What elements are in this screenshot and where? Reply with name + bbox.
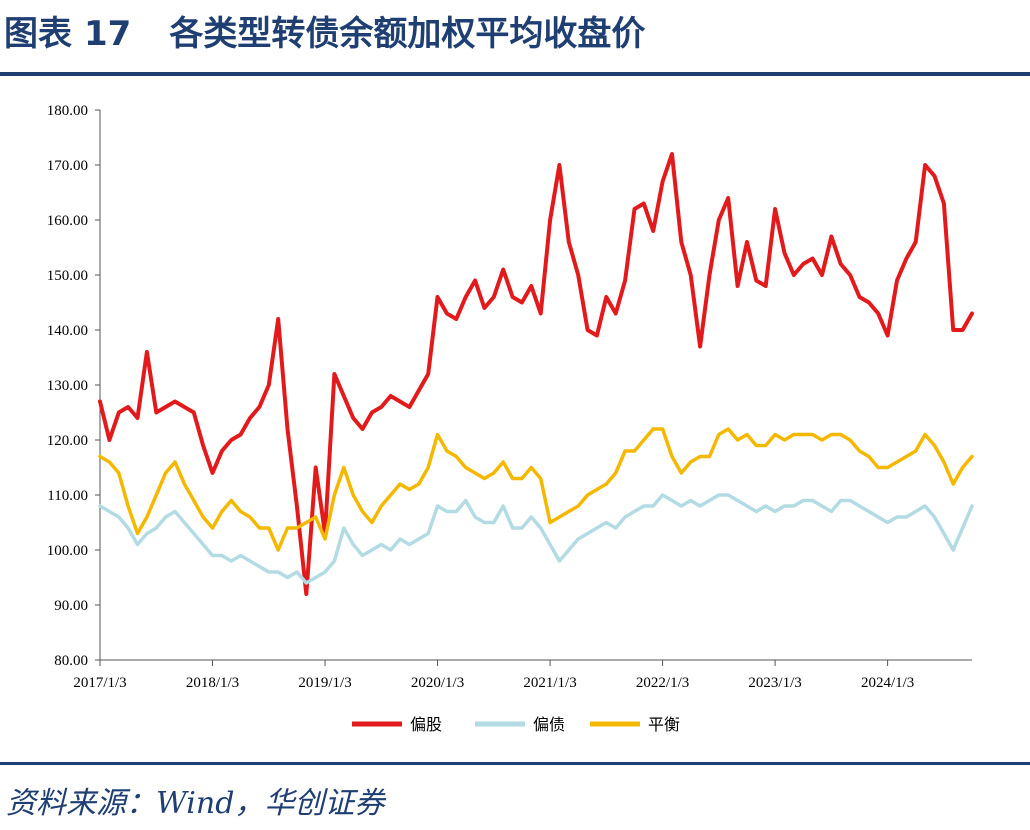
- x-tick-label: 2020/1/3: [411, 675, 464, 691]
- title-rule: [0, 72, 1030, 76]
- source-note: 资料来源：Wind，华创证券: [6, 786, 385, 821]
- y-tick-label: 180.00: [47, 103, 88, 119]
- x-tick-label: 2019/1/3: [298, 675, 351, 691]
- y-tick-label: 170.00: [47, 158, 88, 174]
- figure-title-text: 各类型转债余额加权平均收盘价: [169, 14, 646, 54]
- line-chart: 80.00 90.00 100.00 110.00 120.00 130.00 140.00…: [47, 103, 974, 734]
- y-tick-label: 130.00: [47, 378, 88, 394]
- y-tick-label: 120.00: [47, 433, 88, 449]
- figure-label: 图表: [4, 14, 72, 54]
- x-tick-label: 2021/1/3: [523, 675, 576, 691]
- series-line-3: [98, 427, 974, 552]
- x-tick-label: 2017/1/3: [73, 675, 126, 691]
- legend-label-3: 平衡: [648, 716, 680, 734]
- y-tick-label: 100.00: [47, 543, 88, 559]
- series-line-1: [98, 152, 974, 596]
- series-line-2: [98, 493, 974, 585]
- source-rule: [0, 762, 1030, 765]
- y-tick-label: 90.00: [54, 598, 88, 614]
- x-tick-label: 2018/1/3: [186, 675, 239, 691]
- y-tick-label: 150.00: [47, 268, 88, 284]
- legend-label-2: 偏债: [533, 716, 565, 734]
- y-tick-label: 140.00: [47, 323, 88, 339]
- figure-number: 17: [84, 14, 132, 54]
- legend-label-1: 偏股: [410, 716, 442, 734]
- y-tick-label: 80.00: [54, 653, 88, 669]
- y-tick-label: 160.00: [47, 213, 88, 229]
- x-tick-label: 2022/1/3: [636, 675, 689, 691]
- x-tick-label: 2023/1/3: [748, 675, 801, 691]
- x-tick-label: 2024/1/3: [861, 675, 914, 691]
- figure-title: 图表 17 各类型转债余额加权平均收盘价: [4, 8, 645, 60]
- y-tick-label: 110.00: [47, 488, 88, 504]
